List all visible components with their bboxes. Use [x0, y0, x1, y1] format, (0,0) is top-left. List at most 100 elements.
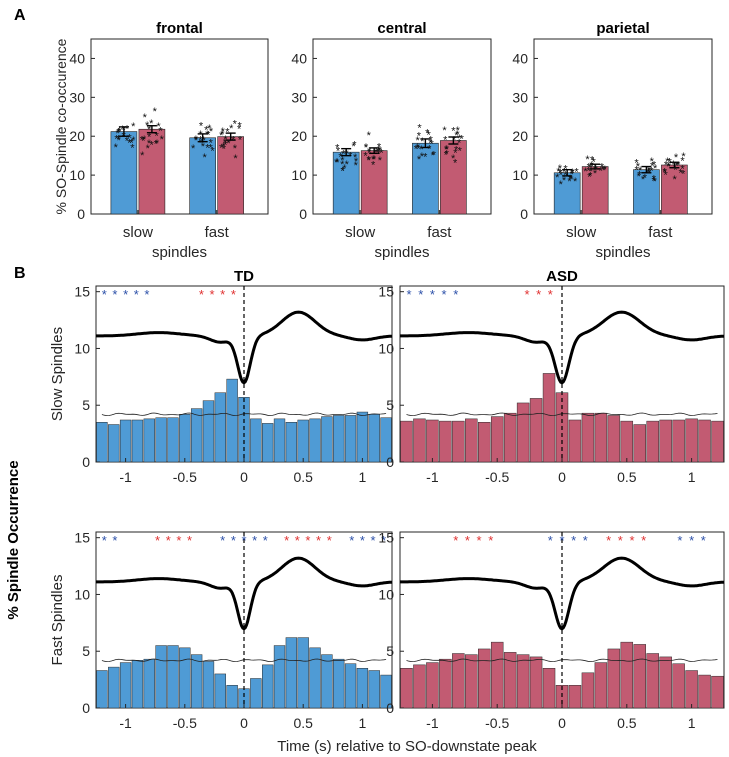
significance-star-blue: * [220, 533, 225, 548]
subject-point: * [146, 143, 151, 155]
x-tick-label: 0.5 [617, 715, 637, 731]
significance-star-red: * [524, 287, 529, 302]
bar-asd-slow [360, 150, 388, 215]
subject-point: * [416, 142, 421, 154]
subject-point: * [454, 145, 459, 157]
bar-td-slow [332, 151, 360, 215]
axes-box [90, 38, 269, 215]
y-tick-label: 0 [520, 206, 528, 222]
significance-star-blue: * [123, 287, 128, 302]
histogram-bar [620, 641, 634, 709]
subject-point: * [599, 165, 604, 177]
subject-point: * [664, 159, 669, 171]
significance-star-blue: * [407, 287, 412, 302]
subject-point: * [336, 146, 341, 158]
subject-point: * [140, 150, 145, 162]
x-tick-label: 0 [240, 469, 248, 485]
subject-point: * [142, 134, 147, 146]
subject-point: * [676, 160, 681, 172]
histogram-bar [568, 419, 582, 463]
x-tick-label: slow [345, 224, 375, 241]
histogram-bar [542, 373, 556, 463]
subject-point: * [223, 134, 228, 146]
subject-point: * [198, 135, 203, 147]
subject-point: * [563, 163, 568, 175]
subject-point: * [117, 135, 122, 147]
significance-star-blue: * [583, 533, 588, 548]
subject-point: * [125, 135, 130, 147]
subject-point: * [562, 167, 567, 179]
histogram-bar [131, 419, 144, 463]
subject-point: * [589, 163, 594, 175]
y-tick-label: 0 [386, 454, 394, 470]
y-axis-label: % SO-Spindle co-occurence [53, 38, 69, 214]
significance-star-blue: * [689, 533, 694, 548]
subject-point: * [367, 148, 372, 160]
subject-point: * [650, 156, 655, 168]
subject-point: * [589, 160, 594, 172]
histogram-bar [190, 654, 203, 709]
subject-point: * [574, 166, 579, 178]
significance-star-blue: * [112, 287, 117, 302]
histogram-bar [155, 417, 167, 463]
significance-star-red: * [176, 533, 181, 548]
subject-point: * [160, 134, 165, 146]
histogram-bar [711, 675, 724, 709]
subject-point: * [562, 175, 567, 187]
histogram-bar [529, 656, 543, 709]
subject-point: * [352, 140, 357, 152]
subject-point: * [555, 172, 560, 184]
significance-star-red: * [327, 533, 332, 548]
histogram-bar [250, 418, 262, 463]
subject-point: * [364, 142, 369, 154]
subject-point: * [570, 169, 575, 181]
x-axis-label: spindles [374, 244, 429, 261]
subject-point: * [342, 163, 347, 175]
significance-star-blue: * [112, 533, 117, 548]
subject-point: * [416, 144, 421, 156]
subject-point: * [379, 148, 384, 160]
histogram-bar [226, 378, 238, 463]
significance-star-blue: * [677, 533, 682, 548]
subject-point: * [558, 168, 563, 180]
subject-point: * [374, 147, 379, 159]
subject-point: * [237, 124, 242, 136]
histogram-bar [333, 415, 345, 463]
subject-point: * [221, 126, 226, 138]
subject-point: * [681, 151, 686, 163]
histogram-bar [503, 652, 517, 709]
x-tick-label: 1 [359, 469, 367, 485]
subject-point: * [652, 176, 657, 188]
histogram-bar [143, 658, 155, 709]
subject-point: * [663, 167, 668, 179]
subject-point: * [663, 167, 668, 179]
y-axis-label: Fast Spindles [49, 575, 66, 666]
subject-point: * [423, 151, 428, 163]
histogram-bar [119, 662, 132, 709]
subject-point: * [637, 170, 642, 182]
subject-point: * [664, 169, 669, 181]
subject-point: * [457, 133, 462, 145]
histogram-bar [542, 668, 556, 709]
histogram-bar [262, 423, 274, 463]
subject-point: * [127, 133, 132, 145]
subject-point: * [371, 160, 376, 172]
subject-point: * [121, 124, 126, 136]
subject-point: * [674, 160, 679, 172]
subject-point: * [637, 171, 642, 183]
subject-point: * [420, 151, 425, 163]
x-tick-label: -1 [119, 715, 132, 731]
subject-point: * [666, 161, 671, 173]
subject-point: * [155, 130, 160, 142]
histogram-bar [685, 670, 698, 709]
panel-b-xlabel: Time (s) relative to SO-downstate peak [277, 738, 537, 755]
subject-point: * [147, 124, 152, 136]
subject-point: * [367, 155, 372, 167]
x-tick-label: -1 [426, 469, 439, 485]
subject-point: * [667, 157, 672, 169]
subject-point: * [191, 143, 196, 155]
histogram-bar [659, 656, 672, 709]
